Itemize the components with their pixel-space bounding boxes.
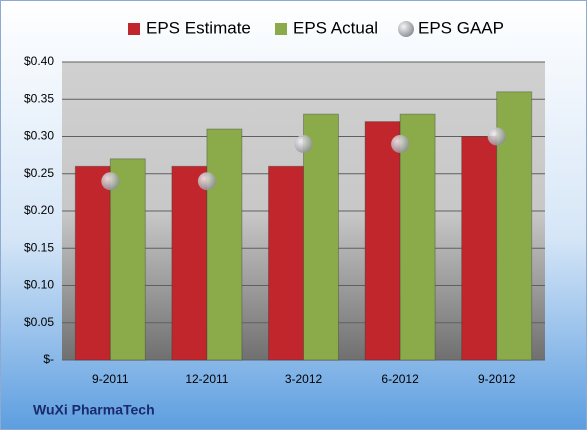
source: WuXi PharmaTech (33, 402, 155, 418)
marker (294, 134, 313, 153)
legend-swatch (128, 23, 140, 35)
bar (461, 136, 498, 361)
x-tick-label: 9-2011 (92, 372, 129, 386)
bar (268, 165, 304, 361)
bar (364, 121, 401, 361)
x-tick-label: 6-2012 (381, 372, 419, 386)
x-tick-label: 3-2012 (285, 372, 323, 386)
bar (399, 113, 436, 361)
x-tick-label: 9-2012 (478, 372, 516, 386)
marker (101, 172, 120, 191)
x-tick-label: 12-2011 (185, 372, 228, 386)
bar (206, 128, 243, 361)
y-tick-label: $0.35 (24, 91, 54, 105)
y-tick-label: $0.25 (24, 166, 54, 180)
y-tick-label: $0.40 (24, 54, 54, 68)
y-tick-label: $0.20 (24, 203, 54, 217)
marker (487, 127, 506, 146)
marker (197, 172, 216, 191)
y-tick-label: $0.15 (24, 240, 54, 254)
bar (74, 165, 111, 361)
y-tick-label: $0.05 (24, 315, 54, 329)
y-tick-label: $0.30 (24, 129, 54, 143)
marker (391, 134, 410, 153)
bar (171, 165, 208, 361)
legend-marker (398, 21, 414, 37)
legend-label: EPS GAAP (418, 18, 504, 37)
bar (109, 158, 146, 361)
bar (303, 113, 339, 361)
legend-swatch (275, 23, 287, 35)
legend-label: EPS Estimate (146, 18, 251, 37)
y-tick-label: $- (43, 352, 54, 366)
y-tick-label: $0.10 (24, 278, 54, 292)
legend-label: EPS Actual (293, 18, 378, 37)
